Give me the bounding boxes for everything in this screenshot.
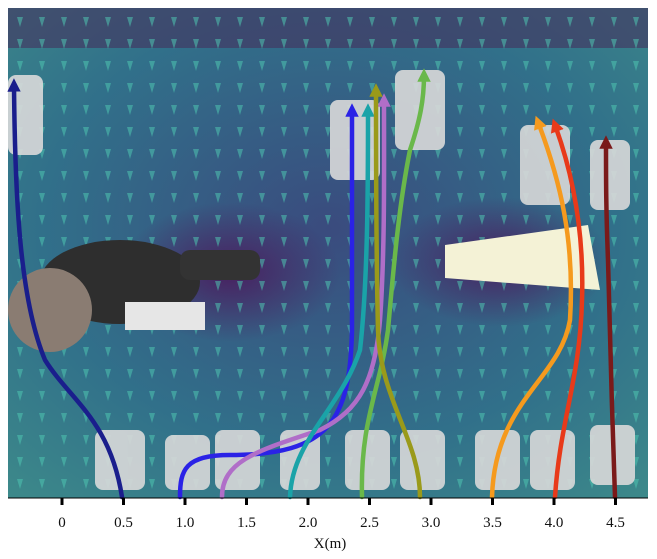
person-head <box>8 268 92 352</box>
robot <box>215 430 260 490</box>
x-axis-label: X(m) <box>314 536 347 552</box>
person-legs <box>180 250 260 280</box>
keyboard <box>125 302 205 330</box>
x-tick-label: 4.5 <box>606 515 625 531</box>
x-tick-label: 0 <box>58 515 66 531</box>
robot <box>590 140 630 210</box>
robot <box>330 100 380 180</box>
robot <box>345 430 390 490</box>
x-tick-label: 2.5 <box>360 515 379 531</box>
figure: 0 0.5 1.0 1.5 2.0 2.5 3.0 3.5 4.0 4.5 X(m) <box>0 0 657 554</box>
x-tick-label: 3.5 <box>483 515 502 531</box>
x-tick-label: 0.5 <box>114 515 133 531</box>
x-tick-label: 3.0 <box>422 515 441 531</box>
robot <box>530 430 575 490</box>
scene <box>8 8 648 498</box>
x-tick-label: 2.0 <box>299 515 318 531</box>
robot <box>165 435 210 490</box>
page: 00.51.01.52.02.53.03.54.04.5 X(m) (() =>… <box>0 0 657 559</box>
x-tick-label: 4.0 <box>545 515 564 531</box>
x-tick-label: 1.0 <box>176 515 195 531</box>
x-axis: 0 0.5 1.0 1.5 2.0 2.5 3.0 3.5 4.0 4.5 <box>58 498 625 531</box>
x-tick-label: 1.5 <box>237 515 256 531</box>
